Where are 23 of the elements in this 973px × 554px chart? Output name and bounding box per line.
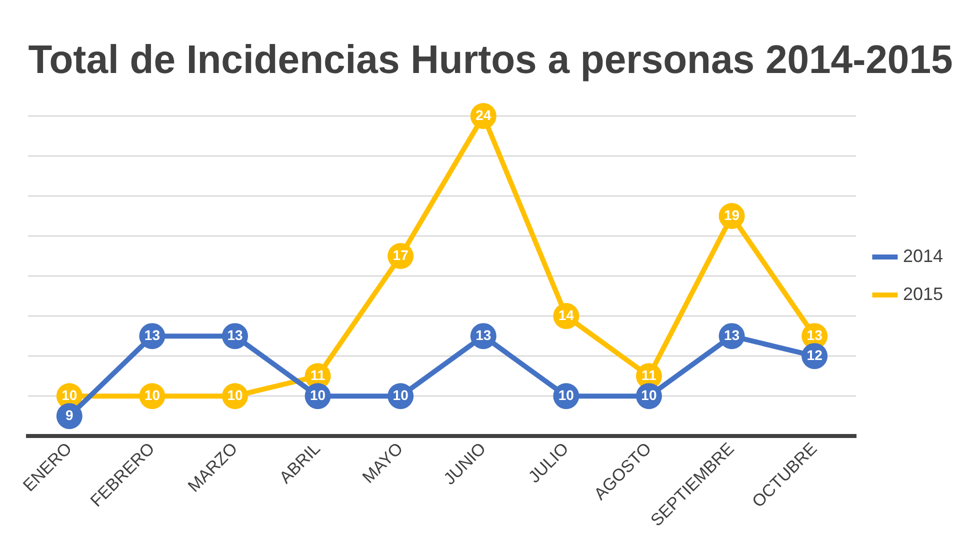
data-label: 11 [310,366,326,383]
data-label: 13 [806,326,823,343]
data-label: 12 [806,346,823,363]
data-label: 13 [724,326,740,343]
data-label: 13 [227,326,243,343]
legend-label: 2015 [902,284,944,304]
data-label: 10 [227,386,243,403]
legend-label: 2014 [902,246,944,266]
data-label: 10 [558,386,574,403]
data-label: 10 [62,386,78,403]
data-label: 19 [724,206,740,223]
data-label: 24 [476,106,492,123]
data-label: 10 [144,386,160,403]
data-label: 10 [392,386,409,403]
data-label: 10 [641,386,657,403]
data-label: 13 [476,326,492,343]
data-label: 9 [66,406,74,423]
chart-title: Total de Incidencias Hurtos a personas 2014-2015 [28,38,953,82]
data-label: 13 [144,326,160,343]
data-label: 17 [392,246,409,263]
data-label: 11 [642,366,657,383]
data-label: 10 [310,386,326,403]
data-label: 14 [558,306,574,323]
